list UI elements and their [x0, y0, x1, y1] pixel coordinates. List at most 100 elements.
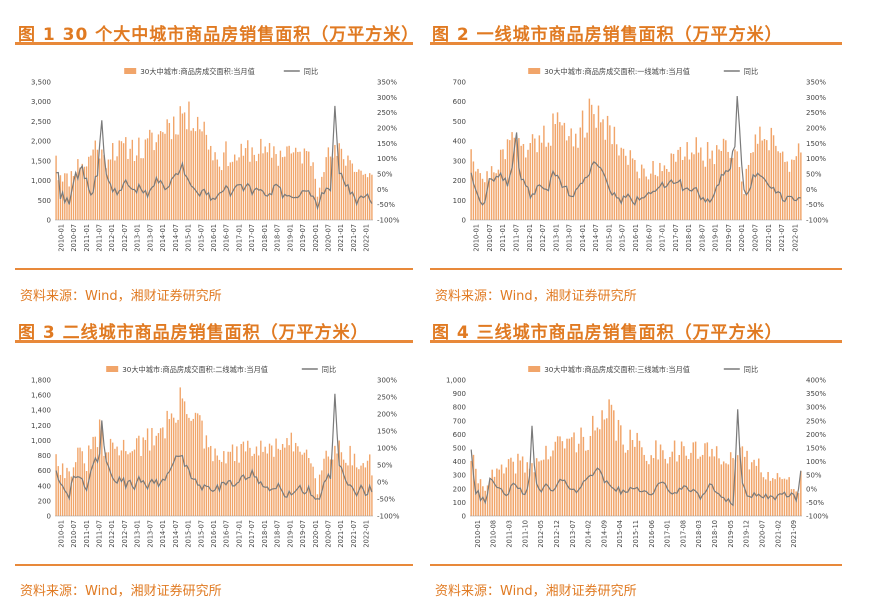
bar	[366, 177, 369, 220]
bar	[672, 153, 675, 220]
bar	[554, 124, 557, 220]
bar	[358, 169, 360, 220]
right-axis-tick-label: 50%	[377, 462, 393, 470]
bar	[72, 176, 75, 220]
bar	[514, 473, 517, 516]
bar	[183, 112, 186, 220]
bar	[615, 144, 618, 220]
x-axis-tick-label: 2011-10	[521, 520, 529, 548]
bar	[762, 477, 765, 516]
legend-bar-swatch	[528, 68, 541, 74]
bar	[329, 459, 332, 516]
x-axis-tick-label: 2014-02	[585, 520, 593, 548]
x-axis-tick-label: 2012-01	[108, 520, 116, 548]
bar	[257, 153, 260, 220]
bar	[779, 477, 781, 516]
bar	[210, 145, 212, 220]
bar	[800, 471, 802, 516]
bar	[568, 438, 571, 516]
bar	[188, 417, 190, 516]
bar	[581, 110, 584, 220]
right-axis-tick-label: -100%	[377, 513, 400, 521]
bar	[264, 446, 266, 516]
x-axis-tick-label: 2017-08	[679, 520, 687, 548]
bar	[166, 119, 168, 220]
x-axis-tick-label: 2014-07	[592, 224, 600, 252]
bar	[631, 158, 634, 220]
bar	[179, 387, 181, 516]
x-axis-tick-label: 2010-01	[57, 224, 65, 252]
bar	[290, 153, 293, 220]
bar	[643, 168, 645, 220]
legend-line-label: 同比	[304, 67, 318, 76]
bar	[636, 432, 638, 516]
figure-3-chart: 30大中城市:商品房成交面积:二线城市:当月值 同比 0 200 400 600 800 1,…	[31, 365, 400, 548]
bar	[482, 486, 484, 516]
right-axis-tick-label: -100%	[806, 217, 829, 225]
bar	[609, 125, 611, 220]
bar	[777, 151, 779, 220]
bar	[580, 427, 582, 516]
bar	[66, 467, 68, 516]
bar	[318, 474, 321, 516]
bar	[797, 143, 800, 220]
bar	[325, 450, 327, 516]
bar	[179, 106, 181, 220]
bar	[207, 447, 210, 516]
bar	[203, 448, 205, 516]
bar	[481, 178, 484, 220]
bar	[61, 463, 64, 516]
bar	[336, 453, 338, 516]
bar	[338, 143, 340, 220]
bar	[175, 134, 177, 220]
x-axis-tick-label: 2020-07	[758, 520, 766, 548]
bar	[715, 145, 718, 220]
x-axis-tick-label: 2010-07	[70, 224, 78, 252]
x-axis-tick-label: 2010-01	[473, 224, 481, 252]
bar	[522, 144, 525, 220]
x-axis-tick-label: 2011-07	[96, 224, 104, 252]
left-axis-tick-label: 500	[453, 118, 466, 126]
bar	[620, 425, 622, 516]
x-axis-tick-label: 2012-05	[537, 520, 545, 548]
bar	[488, 180, 491, 220]
bar	[192, 128, 195, 220]
left-axis-tick-label: 3,500	[31, 79, 51, 87]
x-axis-tick-label: 2010-08	[490, 520, 498, 548]
x-axis-tick-label: 2010-07	[70, 520, 78, 548]
bar	[690, 152, 693, 220]
bar	[255, 161, 258, 220]
bar	[205, 134, 208, 220]
bar	[332, 157, 334, 220]
figure-2-title: 图 2 一线城市商品房销售面积（万平方米）	[432, 25, 783, 45]
bar	[752, 152, 754, 220]
legend-bar-swatch	[106, 366, 119, 372]
left-axis-tick-label: 200	[38, 497, 51, 505]
bar	[565, 140, 568, 220]
bar	[520, 145, 522, 220]
right-axis-tick-label: 250%	[377, 394, 397, 402]
bar	[227, 166, 229, 220]
bar	[676, 461, 678, 516]
left-axis-tick-label: 1,000	[31, 177, 51, 185]
bar	[166, 410, 168, 516]
bar	[103, 155, 105, 220]
bar	[127, 158, 129, 220]
right-axis-tick-label: 400%	[806, 377, 826, 385]
bar	[645, 460, 648, 516]
bar	[262, 153, 264, 220]
bar	[190, 420, 192, 516]
bar	[116, 156, 118, 220]
bar	[479, 173, 481, 220]
right-axis-tick-label: 50%	[377, 171, 393, 179]
bar	[513, 137, 516, 220]
bar	[739, 447, 741, 516]
bar	[83, 166, 86, 220]
bar	[641, 447, 643, 516]
left-axis-tick-label: 1,000	[31, 437, 51, 445]
left-axis-tick-label: 700	[453, 417, 466, 425]
right-axis-tick-label: -100%	[806, 513, 829, 521]
legend: 30大中城市:商品房成交面积:三线城市:当月值 同比	[528, 365, 758, 374]
bar	[783, 478, 786, 516]
yoy-line	[470, 409, 802, 507]
